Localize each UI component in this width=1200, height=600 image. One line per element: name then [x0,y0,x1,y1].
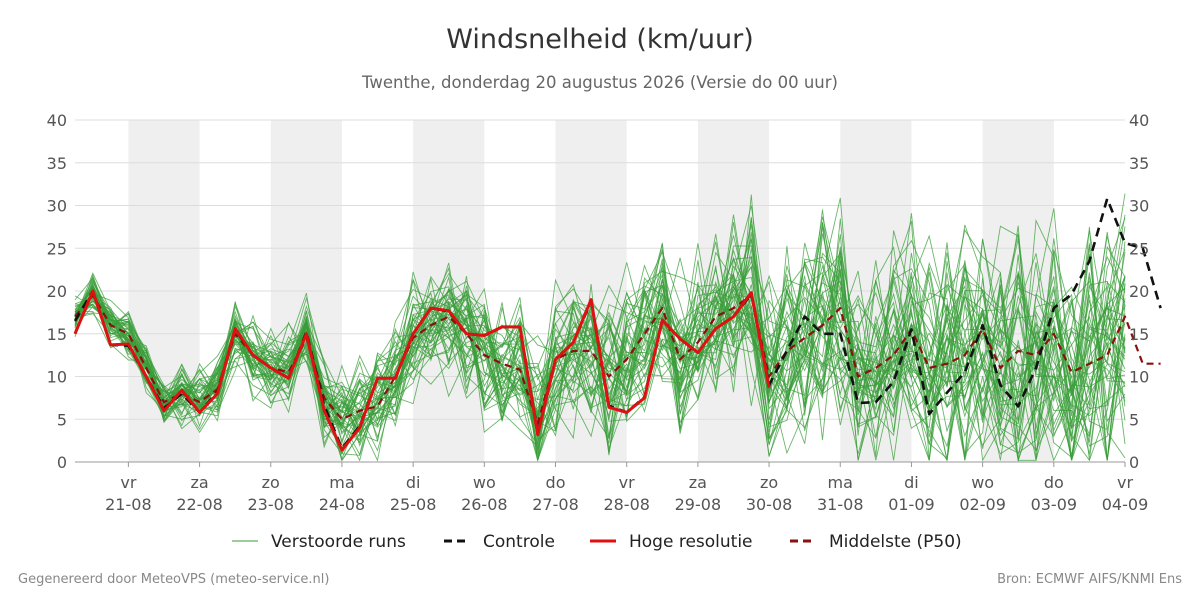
x-tick-date-7: 28-08 [603,495,650,514]
ensemble-run-47 [74,234,1126,461]
y-tick-right-5: 5 [1129,410,1139,429]
y-tick-right-35: 35 [1129,154,1149,173]
y-tick-right-40: 40 [1129,111,1149,130]
x-tick-day-12: wo [971,473,994,492]
x-tick-date-2: 23-08 [248,495,295,514]
x-tick-day-11: di [904,473,919,492]
x-tick-day-3: ma [329,473,354,492]
x-tick-date-14: 04-09 [1102,495,1149,514]
legend: Verstoorde runs Controle Hoge resolutie Mid… [232,532,962,552]
x-tick-day-7: vr [619,473,635,492]
footer-generated: Gegenereerd door MeteoVPS (meteo-service… [18,572,330,587]
y-tick-right-15: 15 [1129,325,1149,344]
legend-label-0: Verstoorde runs [271,532,406,552]
chart-subtitle: Twenthe, donderdag 20 augustus 2026 (Ver… [362,73,838,92]
x-tick-date-10: 31-08 [817,495,864,514]
y-tick-right-10: 10 [1129,368,1149,387]
ensemble-run-14 [74,256,1126,444]
x-tick-date-6: 27-08 [532,495,579,514]
x-tick-day-1: za [190,473,208,492]
x-tick-day-9: zo [760,473,778,492]
x-tick-day-14: vr [1117,473,1133,492]
x-tick-date-11: 01-09 [888,495,935,514]
x-tick-date-12: 02-09 [959,495,1006,514]
x-tick-date-4: 25-08 [390,495,437,514]
ensemble-run-36 [74,216,1126,461]
series-lines [73,197,1162,452]
x-tick-date-9: 30-08 [746,495,793,514]
ensemble-run-46 [74,260,1126,462]
y-tick-left-25: 25 [47,239,67,258]
y-tick-left-40: 40 [47,111,67,130]
x-tick-day-2: zo [262,473,280,492]
y-tick-left-20: 20 [47,282,67,301]
x-tick-day-8: za [689,473,707,492]
x-tick-date-8: 29-08 [675,495,722,514]
x-tick-date-5: 26-08 [461,495,508,514]
y-tick-left-5: 5 [57,410,67,429]
x-tick-day-0: vr [120,473,136,492]
x-tick-date-1: 22-08 [176,495,223,514]
y-tick-left-35: 35 [47,154,67,173]
y-tick-right-30: 30 [1129,197,1149,216]
x-tick-day-13: do [1044,473,1064,492]
series-middelste-p50- [74,294,1161,425]
ensemble-run-48 [74,249,1126,461]
footer-source: Bron: ECMWF AIFS/KNMI Ens [997,572,1182,587]
x-tick-day-10: ma [828,473,853,492]
legend-label-1: Controle [483,532,555,552]
x-tick-day-4: di [406,473,421,492]
x-tick-date-3: 24-08 [319,495,366,514]
legend-label-2: Hoge resolutie [629,532,753,552]
y-tick-left-10: 10 [47,368,67,387]
y-tick-left-30: 30 [47,197,67,216]
legend-label-3: Middelste (P50) [829,532,962,552]
y-tick-left-0: 0 [57,453,67,472]
y-tick-right-20: 20 [1129,282,1149,301]
series-hoge-resolutie [73,289,771,452]
x-tick-date-13: 03-09 [1031,495,1078,514]
x-tick-day-6: do [546,473,566,492]
y-tick-left-15: 15 [47,325,67,344]
x-tick-day-5: wo [473,473,496,492]
y-tick-right-25: 25 [1129,239,1149,258]
axes: 0 0 5 5 10 10 15 15 20 20 25 25 30 30 35 35 40 40 vr 21-08 z… [47,111,1150,514]
y-tick-right-0: 0 [1129,453,1139,472]
chart-title: Windsnelheid (km/uur) [446,24,754,55]
x-tick-date-0: 21-08 [105,495,152,514]
